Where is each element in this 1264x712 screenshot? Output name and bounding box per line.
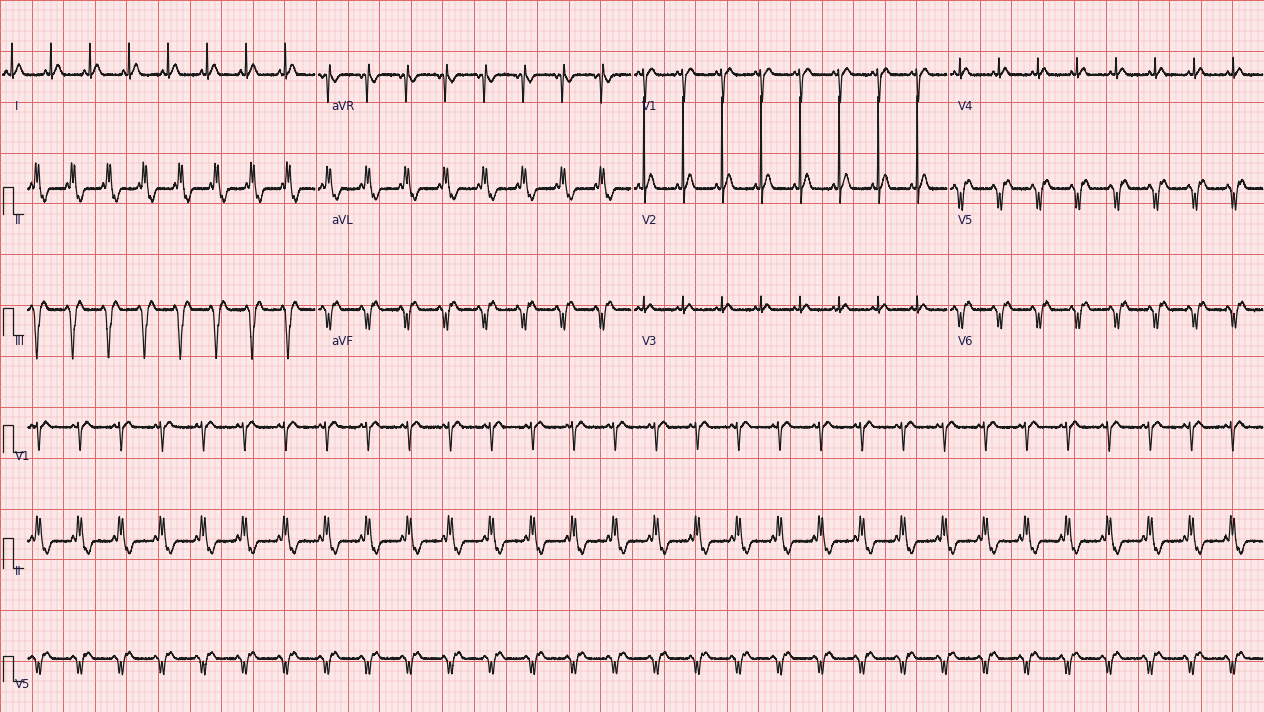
- Text: V5: V5: [958, 214, 973, 226]
- Text: aVL: aVL: [331, 214, 353, 226]
- Text: I: I: [15, 100, 19, 112]
- Text: V5: V5: [15, 678, 30, 691]
- Text: V6: V6: [958, 335, 973, 347]
- Text: V1: V1: [15, 450, 30, 463]
- Text: II: II: [15, 565, 21, 577]
- Text: V3: V3: [642, 335, 657, 347]
- Text: aVR: aVR: [331, 100, 354, 112]
- Text: V1: V1: [642, 100, 657, 112]
- Text: aVF: aVF: [331, 335, 353, 347]
- Text: V2: V2: [642, 214, 657, 226]
- Text: III: III: [15, 335, 25, 347]
- Text: II: II: [15, 214, 21, 226]
- Text: V4: V4: [958, 100, 973, 112]
